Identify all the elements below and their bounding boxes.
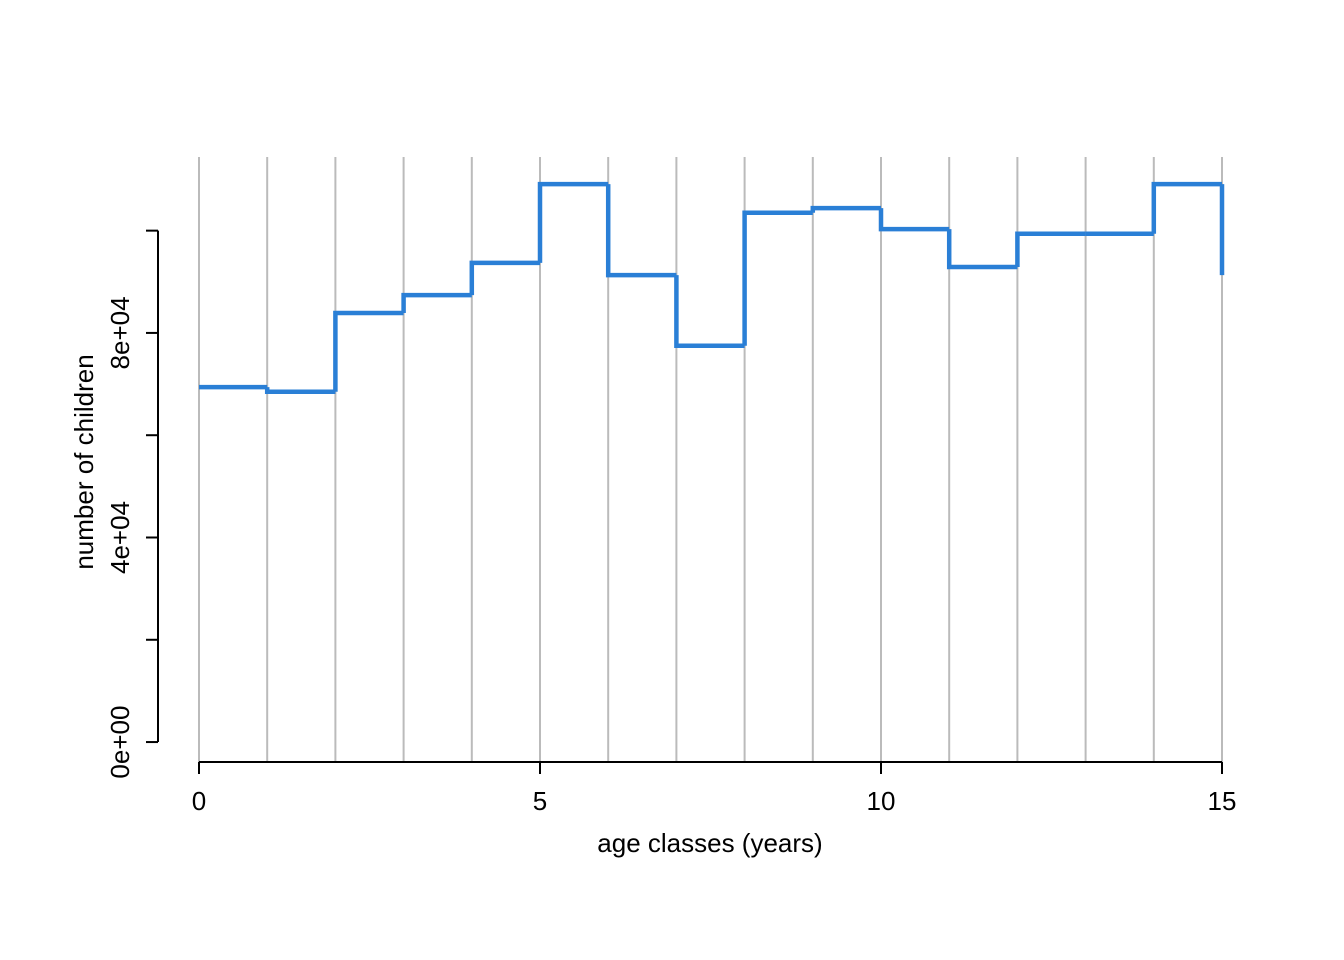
step-segment <box>605 184 677 278</box>
step-segment <box>537 181 609 263</box>
y-axis-label: number of children <box>69 354 99 569</box>
y-tick-label: 0e+00 <box>105 706 135 779</box>
step-segment <box>264 387 336 394</box>
x-tick-label: 0 <box>192 786 206 816</box>
step-segment <box>1015 231 1086 267</box>
step-segment <box>333 310 404 392</box>
x-tick-label: 10 <box>867 786 896 816</box>
step-segment <box>946 229 1018 270</box>
step-segment <box>810 205 881 213</box>
step-segment <box>401 292 472 313</box>
step-segment <box>742 210 813 346</box>
x-axis-label: age classes (years) <box>597 828 822 858</box>
step-segment <box>1151 181 1222 234</box>
step-segment <box>469 260 540 296</box>
y-tick-label: 4e+04 <box>105 501 135 574</box>
x-tick-label: 5 <box>533 786 547 816</box>
y-tick-label: 8e+04 <box>105 296 135 369</box>
step-segment <box>878 208 950 232</box>
x-tick-label: 15 <box>1208 786 1237 816</box>
step-segment <box>674 275 745 348</box>
